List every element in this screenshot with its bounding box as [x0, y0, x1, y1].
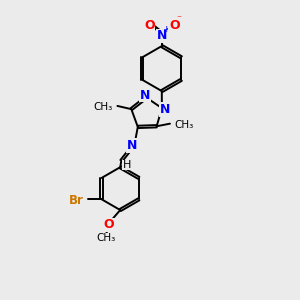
Text: N: N	[127, 139, 137, 152]
Text: N: N	[157, 29, 167, 42]
Text: ⁻: ⁻	[176, 15, 181, 25]
Text: N: N	[140, 89, 150, 102]
Text: O: O	[144, 19, 155, 32]
Text: +: +	[162, 25, 169, 34]
Text: O: O	[169, 19, 179, 32]
Text: CH₃: CH₃	[93, 102, 113, 112]
Text: CH₃: CH₃	[175, 120, 194, 130]
Text: N: N	[160, 103, 170, 116]
Text: H: H	[122, 160, 131, 170]
Text: O: O	[103, 218, 114, 231]
Text: Br: Br	[69, 194, 84, 207]
Text: CH₃: CH₃	[97, 233, 116, 244]
